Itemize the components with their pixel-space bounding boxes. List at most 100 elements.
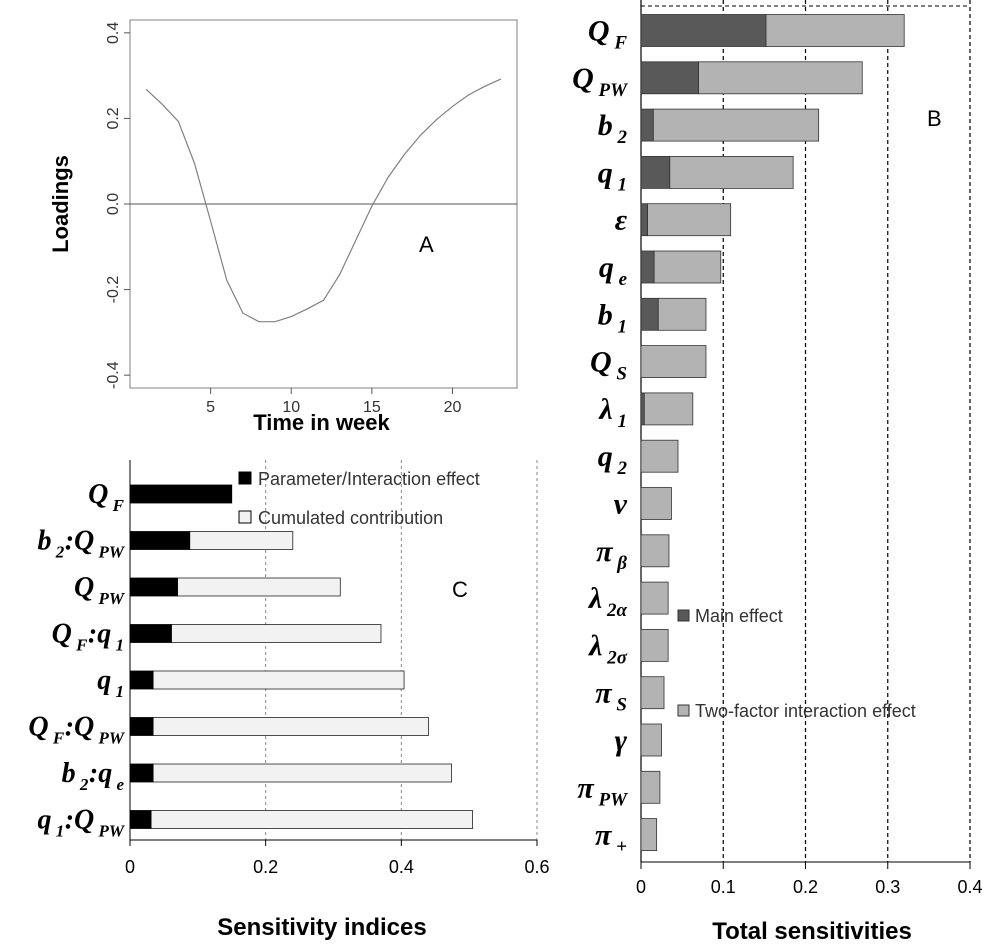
main-effect-bar bbox=[641, 393, 644, 425]
interaction-label-separator: : bbox=[88, 619, 97, 650]
parameter-label: λ 1 bbox=[597, 393, 627, 432]
parameter-label-base: π bbox=[577, 771, 594, 804]
parameter-label-base: π bbox=[595, 819, 612, 852]
legend-label-interaction-effect: Two-factor interaction effect bbox=[695, 701, 916, 721]
interaction-label-separator: : bbox=[65, 526, 74, 557]
cumulated-contribution-bar bbox=[171, 625, 381, 643]
x-tick-label: 20 bbox=[444, 399, 462, 416]
parameter-label-base: b bbox=[598, 109, 613, 142]
interaction-effect-bar bbox=[699, 62, 863, 94]
parameter-label: q e bbox=[599, 251, 628, 290]
x-axis-label: Time in week bbox=[253, 410, 390, 435]
interaction-label-base: q bbox=[97, 619, 111, 650]
parameter-label: π β bbox=[596, 535, 627, 574]
interaction-label: Q PW bbox=[74, 572, 126, 608]
parameter-label-base: b bbox=[598, 298, 613, 331]
interaction-effect-bar bbox=[641, 629, 668, 661]
legend-swatch-interaction-effect bbox=[678, 705, 689, 716]
interaction-effect-bar bbox=[653, 109, 818, 141]
legend-label-parameter-effect: Parameter/Interaction effect bbox=[258, 469, 480, 489]
interaction-effect-bar bbox=[641, 771, 660, 803]
interaction-label-subscript: e bbox=[112, 775, 124, 794]
y-tick-label: 0.0 bbox=[105, 193, 122, 215]
parameter-label-subscript: 1 bbox=[613, 316, 627, 337]
parameter-label: Q PW bbox=[572, 62, 628, 101]
interaction-label-base: Q bbox=[74, 572, 94, 603]
parameter-label-subscript: PW bbox=[594, 80, 628, 101]
parameter-label-subscript: F bbox=[610, 33, 628, 54]
parameter-label-subscript: β bbox=[613, 553, 628, 574]
main-effect-bar bbox=[641, 251, 654, 283]
interaction-label-subscript: F bbox=[72, 636, 88, 655]
interaction-label: q 1 bbox=[97, 665, 124, 701]
interaction-label: b 2 :q e bbox=[62, 758, 125, 794]
interaction-label-subscript: F bbox=[49, 729, 65, 748]
parameter-label: π S bbox=[595, 677, 627, 716]
parameter-label-subscript: + bbox=[611, 837, 627, 858]
main-effect-bar bbox=[641, 109, 653, 141]
interaction-label-base: q bbox=[37, 805, 51, 836]
parameter-label-base: λ bbox=[587, 629, 602, 662]
interaction-label-subscript: PW bbox=[94, 822, 126, 841]
interaction-label-base: b bbox=[62, 758, 76, 789]
parameter-effect-bar bbox=[130, 811, 151, 829]
interaction-label-base: Q bbox=[74, 805, 94, 836]
interaction-label-separator: : bbox=[65, 712, 74, 743]
legend-swatch-cumulated-contribution bbox=[239, 511, 251, 523]
interaction-effect-bar bbox=[641, 535, 669, 567]
interaction-effect-bar bbox=[670, 156, 793, 188]
interaction-effect-bar bbox=[641, 677, 664, 709]
parameter-label-subscript: PW bbox=[594, 789, 628, 810]
parameter-label-subscript: 2σ bbox=[603, 647, 628, 668]
parameter-label-base: Q bbox=[572, 62, 594, 95]
parameter-effect-bar bbox=[130, 625, 171, 643]
x-tick-label: 5 bbox=[206, 399, 215, 416]
interaction-label: q 1 :Q PW bbox=[37, 805, 125, 841]
y-tick-label: 0.4 bbox=[105, 22, 122, 44]
parameter-label-subscript: 2 bbox=[613, 458, 628, 479]
main-effect-bar bbox=[641, 204, 648, 236]
cumulated-contribution-bar bbox=[151, 811, 473, 829]
parameter-label: b 2 bbox=[598, 109, 628, 148]
legend-label-main-effect: Main effect bbox=[695, 606, 783, 626]
x-tick-label: 0.4 bbox=[389, 857, 414, 877]
parameter-label: ε bbox=[615, 204, 628, 237]
interaction-effect-bar bbox=[644, 393, 693, 425]
parameter-label-base: q bbox=[598, 440, 613, 473]
parameter-label-subscript: 1 bbox=[613, 174, 627, 195]
x-tick-label: 0.2 bbox=[253, 857, 278, 877]
panel-a-loadings-chart: 5 10 15 20 -0.4 -0.2 0.0 0.2 0.4 A Time in week Loa… bbox=[48, 20, 517, 435]
y-tick-label: -0.2 bbox=[105, 276, 122, 304]
interaction-effect-bar bbox=[648, 204, 731, 236]
interaction-label-base: q bbox=[97, 665, 111, 696]
x-tick-label: 0.3 bbox=[875, 877, 900, 897]
x-tick-label: 0 bbox=[636, 877, 646, 897]
parameter-label: Q F bbox=[588, 15, 627, 54]
interaction-label-subscript: PW bbox=[94, 589, 126, 608]
interaction-effect-bar bbox=[641, 819, 657, 851]
interaction-effect-bar bbox=[641, 346, 706, 378]
parameter-label: π PW bbox=[577, 771, 628, 810]
parameter-label-base: q bbox=[599, 251, 614, 284]
parameter-effect-bar bbox=[130, 578, 177, 596]
legend-swatch-main-effect bbox=[678, 610, 689, 621]
parameter-label: γ bbox=[615, 724, 628, 757]
x-tick-label: 0.2 bbox=[793, 877, 818, 897]
x-tick-label: 0.6 bbox=[524, 857, 549, 877]
panel-label-a: A bbox=[419, 232, 434, 257]
parameter-label-subscript: 2α bbox=[602, 600, 627, 621]
interaction-label-base: q bbox=[98, 758, 112, 789]
interaction-label: Q F :Q PW bbox=[28, 712, 126, 748]
loadings-line bbox=[146, 79, 501, 322]
cumulated-contribution-bar bbox=[153, 764, 451, 782]
interaction-label-base: Q bbox=[28, 712, 48, 743]
interaction-effect-bar bbox=[641, 582, 668, 614]
cumulated-contribution-bar bbox=[190, 532, 293, 550]
y-axis-label: Loadings bbox=[48, 155, 73, 253]
parameter-label-subscript: S bbox=[612, 695, 627, 716]
parameter-label-base: λ bbox=[587, 582, 602, 615]
parameter-label-subscript: S bbox=[612, 364, 627, 385]
interaction-label-subscript: PW bbox=[94, 729, 126, 748]
interaction-label-base: Q bbox=[74, 712, 94, 743]
